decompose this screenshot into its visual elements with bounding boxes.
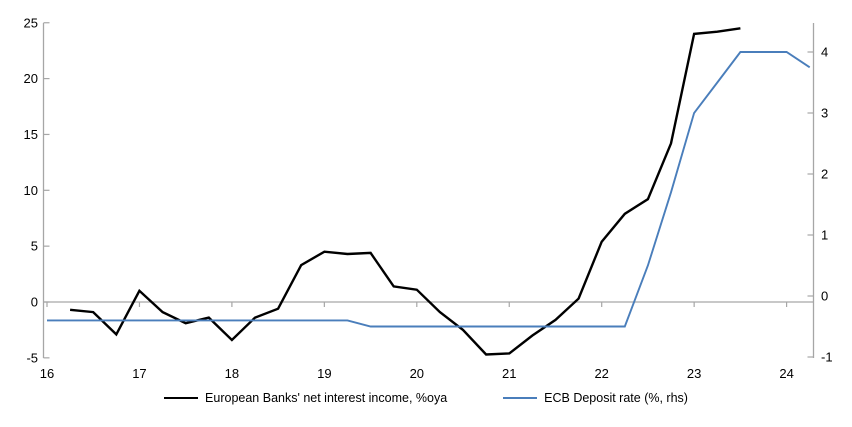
- x-axis-tick-label: 16: [40, 366, 54, 381]
- nii-line: [69, 27, 741, 356]
- right-axis-tick-label: 1: [821, 228, 828, 243]
- x-axis-tick-label: 18: [225, 366, 239, 381]
- x-axis-tick-label: 19: [317, 366, 331, 381]
- x-axis-tick-label: 17: [132, 366, 146, 381]
- right-axis-tick-label: 0: [821, 289, 828, 304]
- legend: European Banks' net interest income, %oy…: [0, 391, 852, 405]
- left-axis-tick-label: 10: [24, 183, 38, 198]
- left-axis-tick-label: -5: [26, 350, 38, 365]
- x-axis-tick-label: 24: [779, 366, 793, 381]
- ecb-deposit-rate-line: [47, 51, 811, 328]
- left-axis-tick-label: 25: [24, 15, 38, 30]
- legend-label-nii: European Banks' net interest income, %oy…: [205, 391, 448, 405]
- legend-label-ecb: ECB Deposit rate (%, rhs): [544, 391, 688, 405]
- left-axis-tick-label: 20: [24, 71, 38, 86]
- left-axis-tick-label: 15: [24, 127, 38, 142]
- legend-item-net-interest-income: European Banks' net interest income, %oy…: [164, 391, 447, 405]
- x-axis-tick-label: 20: [410, 366, 424, 381]
- nii-line-swatch: [164, 397, 199, 399]
- left-axis-tick-label: 0: [31, 295, 38, 310]
- ecb-line-swatch: [503, 397, 538, 399]
- right-axis-tick-label: -1: [821, 350, 833, 365]
- legend-item-ecb-deposit-rate: ECB Deposit rate (%, rhs): [503, 391, 688, 405]
- x-axis-tick-label: 22: [594, 366, 608, 381]
- x-axis-tick-label: 21: [502, 366, 516, 381]
- x-axis-tick-label: 23: [687, 366, 701, 381]
- right-axis-tick-label: 4: [821, 45, 828, 60]
- right-axis-tick-label: 2: [821, 167, 828, 182]
- left-axis-tick-label: 5: [31, 239, 38, 254]
- right-axis-tick-label: 3: [821, 106, 828, 121]
